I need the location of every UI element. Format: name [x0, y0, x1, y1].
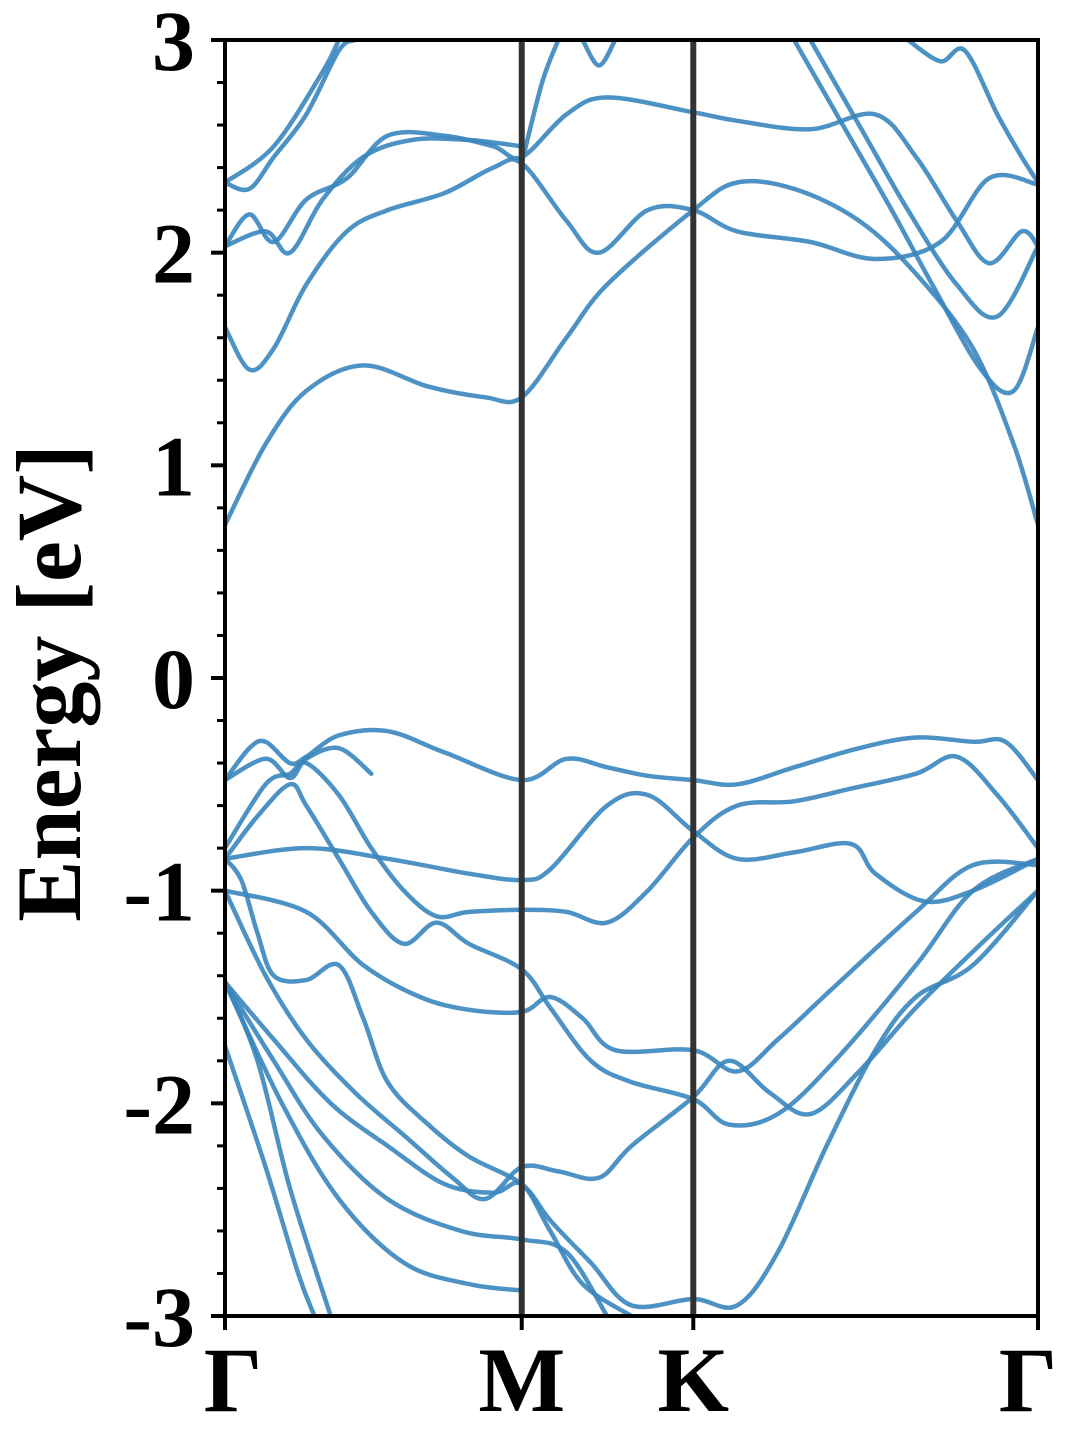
band-line-23 — [808, 40, 1038, 320]
high-symmetry-lines — [518, 40, 697, 1316]
band-line-22 — [791, 40, 1038, 396]
band-line-12 — [225, 727, 1038, 788]
band-line-24 — [905, 40, 1038, 185]
y-tick-label: 1 — [152, 418, 195, 514]
band-line-3 — [225, 979, 524, 1293]
band-line-15 — [225, 157, 1038, 373]
band-line-11 — [225, 753, 1038, 926]
x-tick-label-Γ: Γ — [204, 1329, 263, 1431]
y-tick-label: 0 — [152, 631, 195, 727]
band-line-2 — [225, 979, 333, 1316]
band-line-5 — [225, 979, 634, 1316]
y-tick-label: -3 — [123, 1269, 195, 1365]
band-line-1 — [225, 1043, 317, 1316]
band-line-16 — [225, 136, 524, 256]
band-line-8 — [225, 859, 1038, 1074]
y-tick-label: 3 — [152, 0, 195, 89]
x-tick-label-K: K — [658, 1329, 730, 1431]
band-line-7 — [225, 856, 1038, 1310]
y-axis-label: Energy [eV] — [0, 444, 100, 922]
band-line-13 — [225, 745, 374, 783]
y-axis-ticks: -3 -2 -1 0 1 2 3 — [123, 0, 225, 1365]
band-line-20 — [519, 40, 561, 166]
band-line-4 — [225, 979, 610, 1316]
band-line-17 — [225, 95, 1038, 266]
band-line-19 — [225, 40, 342, 185]
band-lines — [225, 40, 1038, 1316]
band-line-6 — [225, 888, 1038, 1202]
band-line-21 — [580, 40, 618, 68]
x-tick-label-M: M — [478, 1329, 565, 1431]
y-tick-label: 2 — [152, 206, 195, 302]
band-line-9 — [225, 781, 1038, 1128]
band-line-18 — [225, 40, 358, 193]
y-tick-label: -2 — [123, 1056, 195, 1152]
x-tick-label-Γ: Γ — [999, 1329, 1058, 1431]
y-tick-label: -1 — [123, 844, 195, 940]
band-line-10 — [225, 790, 1038, 905]
